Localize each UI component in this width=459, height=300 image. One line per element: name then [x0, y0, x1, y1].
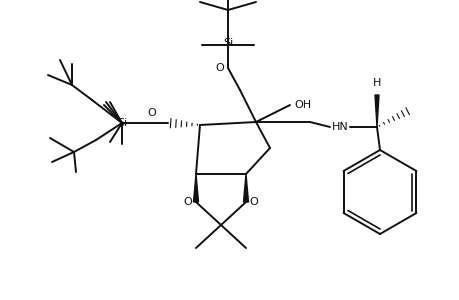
- Polygon shape: [243, 174, 248, 202]
- Text: O: O: [249, 197, 258, 207]
- Text: Si: Si: [117, 118, 127, 128]
- Text: O: O: [215, 63, 224, 73]
- Text: O: O: [147, 108, 156, 118]
- Polygon shape: [193, 174, 198, 202]
- Text: OH: OH: [293, 100, 310, 110]
- Text: H: H: [372, 78, 381, 88]
- Text: HN: HN: [331, 122, 347, 132]
- Text: O: O: [183, 197, 192, 207]
- Text: Si: Si: [223, 38, 233, 48]
- Polygon shape: [374, 95, 378, 127]
